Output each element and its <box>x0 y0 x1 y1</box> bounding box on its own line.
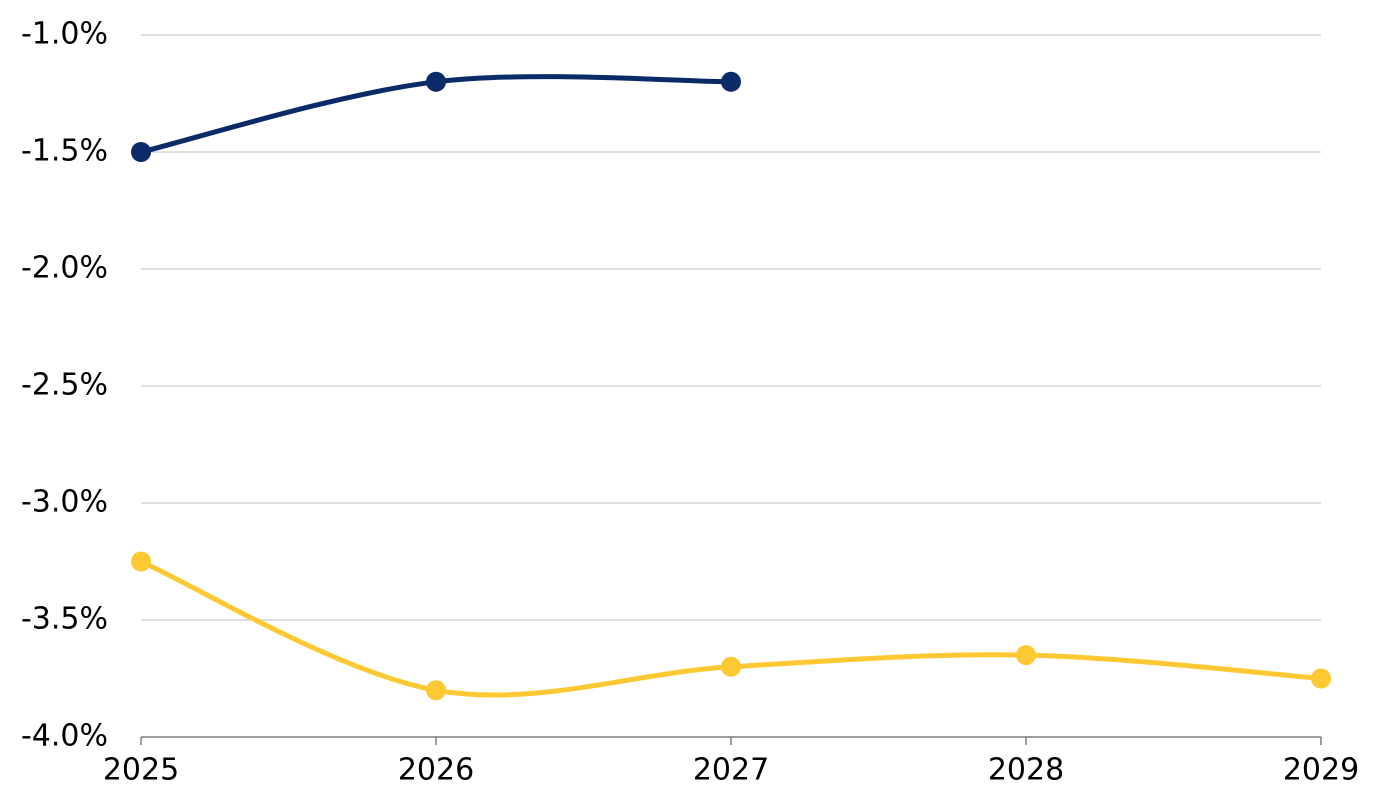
data-point <box>721 71 741 92</box>
data-point <box>1016 645 1036 666</box>
data-point <box>131 551 151 572</box>
y-tick-label: -3.0% <box>21 485 108 520</box>
data-point <box>1311 668 1331 689</box>
y-tick-label: -1.5% <box>21 134 108 169</box>
y-tick-label: -3.5% <box>21 602 108 637</box>
x-tick-label: 2027 <box>693 753 769 788</box>
y-tick-label: -2.5% <box>21 368 108 403</box>
y-tick-label: -1.0% <box>21 17 108 52</box>
x-tick-label: 2025 <box>103 753 179 788</box>
data-point <box>426 680 446 701</box>
x-tick-label: 2026 <box>398 753 474 788</box>
x-tick-label: 2028 <box>988 753 1064 788</box>
y-tick-label: -2.0% <box>21 251 108 286</box>
data-point <box>721 656 741 677</box>
y-tick-label: -4.0% <box>21 719 108 754</box>
data-point <box>131 142 151 162</box>
data-point <box>426 71 446 92</box>
x-tick-label: 2029 <box>1283 753 1359 788</box>
